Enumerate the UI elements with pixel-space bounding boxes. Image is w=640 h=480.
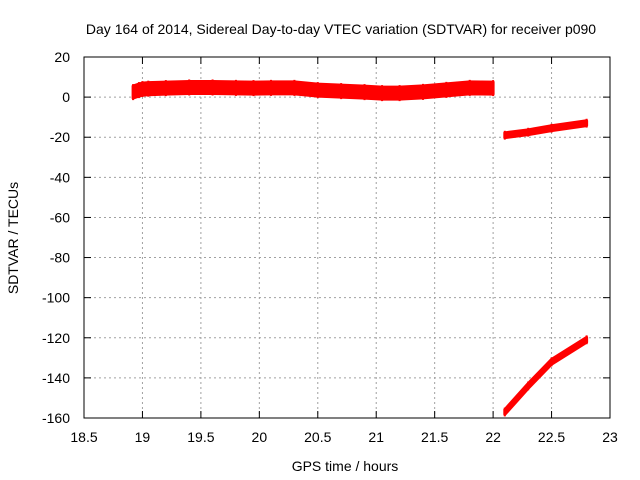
y-tick-label: -80	[50, 250, 70, 266]
data-band	[503, 119, 589, 140]
x-axis-label: GPS time / hours	[292, 458, 399, 474]
y-axis-label: SDTVAR / TECUs	[5, 182, 21, 294]
x-tick-label: 21	[368, 429, 384, 445]
x-tick-label: 21.5	[421, 429, 448, 445]
y-tick-label: 20	[54, 49, 70, 65]
y-tick-label: -20	[50, 129, 70, 145]
x-tick-label: 23	[602, 429, 618, 445]
y-tick-label: 0	[62, 89, 70, 105]
y-tick-label: -120	[42, 330, 70, 346]
x-tick-label: 19.5	[187, 429, 214, 445]
data-layer	[131, 79, 589, 417]
x-tick-label: 20	[252, 429, 268, 445]
x-tick-label: 22.5	[538, 429, 565, 445]
data-band	[503, 335, 589, 416]
grid-lines	[84, 57, 610, 418]
x-tick-label: 22	[485, 429, 501, 445]
axis-ticks: 18.5 19 19.5 20 20.5 21 21.5 22 22.5 23 20 0 -20 -40 -…	[42, 49, 618, 445]
x-tick-label: 18.5	[70, 429, 97, 445]
x-tick-label: 20.5	[304, 429, 331, 445]
y-tick-label: -140	[42, 370, 70, 386]
plot-frame	[83, 56, 611, 419]
x-tick-label: 19	[135, 429, 151, 445]
y-tick-label: -100	[42, 290, 70, 306]
chart-title: Day 164 of 2014, Sidereal Day-to-day VTE…	[86, 21, 596, 37]
y-tick-label: -60	[50, 209, 70, 225]
y-tick-label: -40	[50, 169, 70, 185]
y-tick-label: -160	[42, 410, 70, 426]
data-band	[131, 79, 495, 101]
